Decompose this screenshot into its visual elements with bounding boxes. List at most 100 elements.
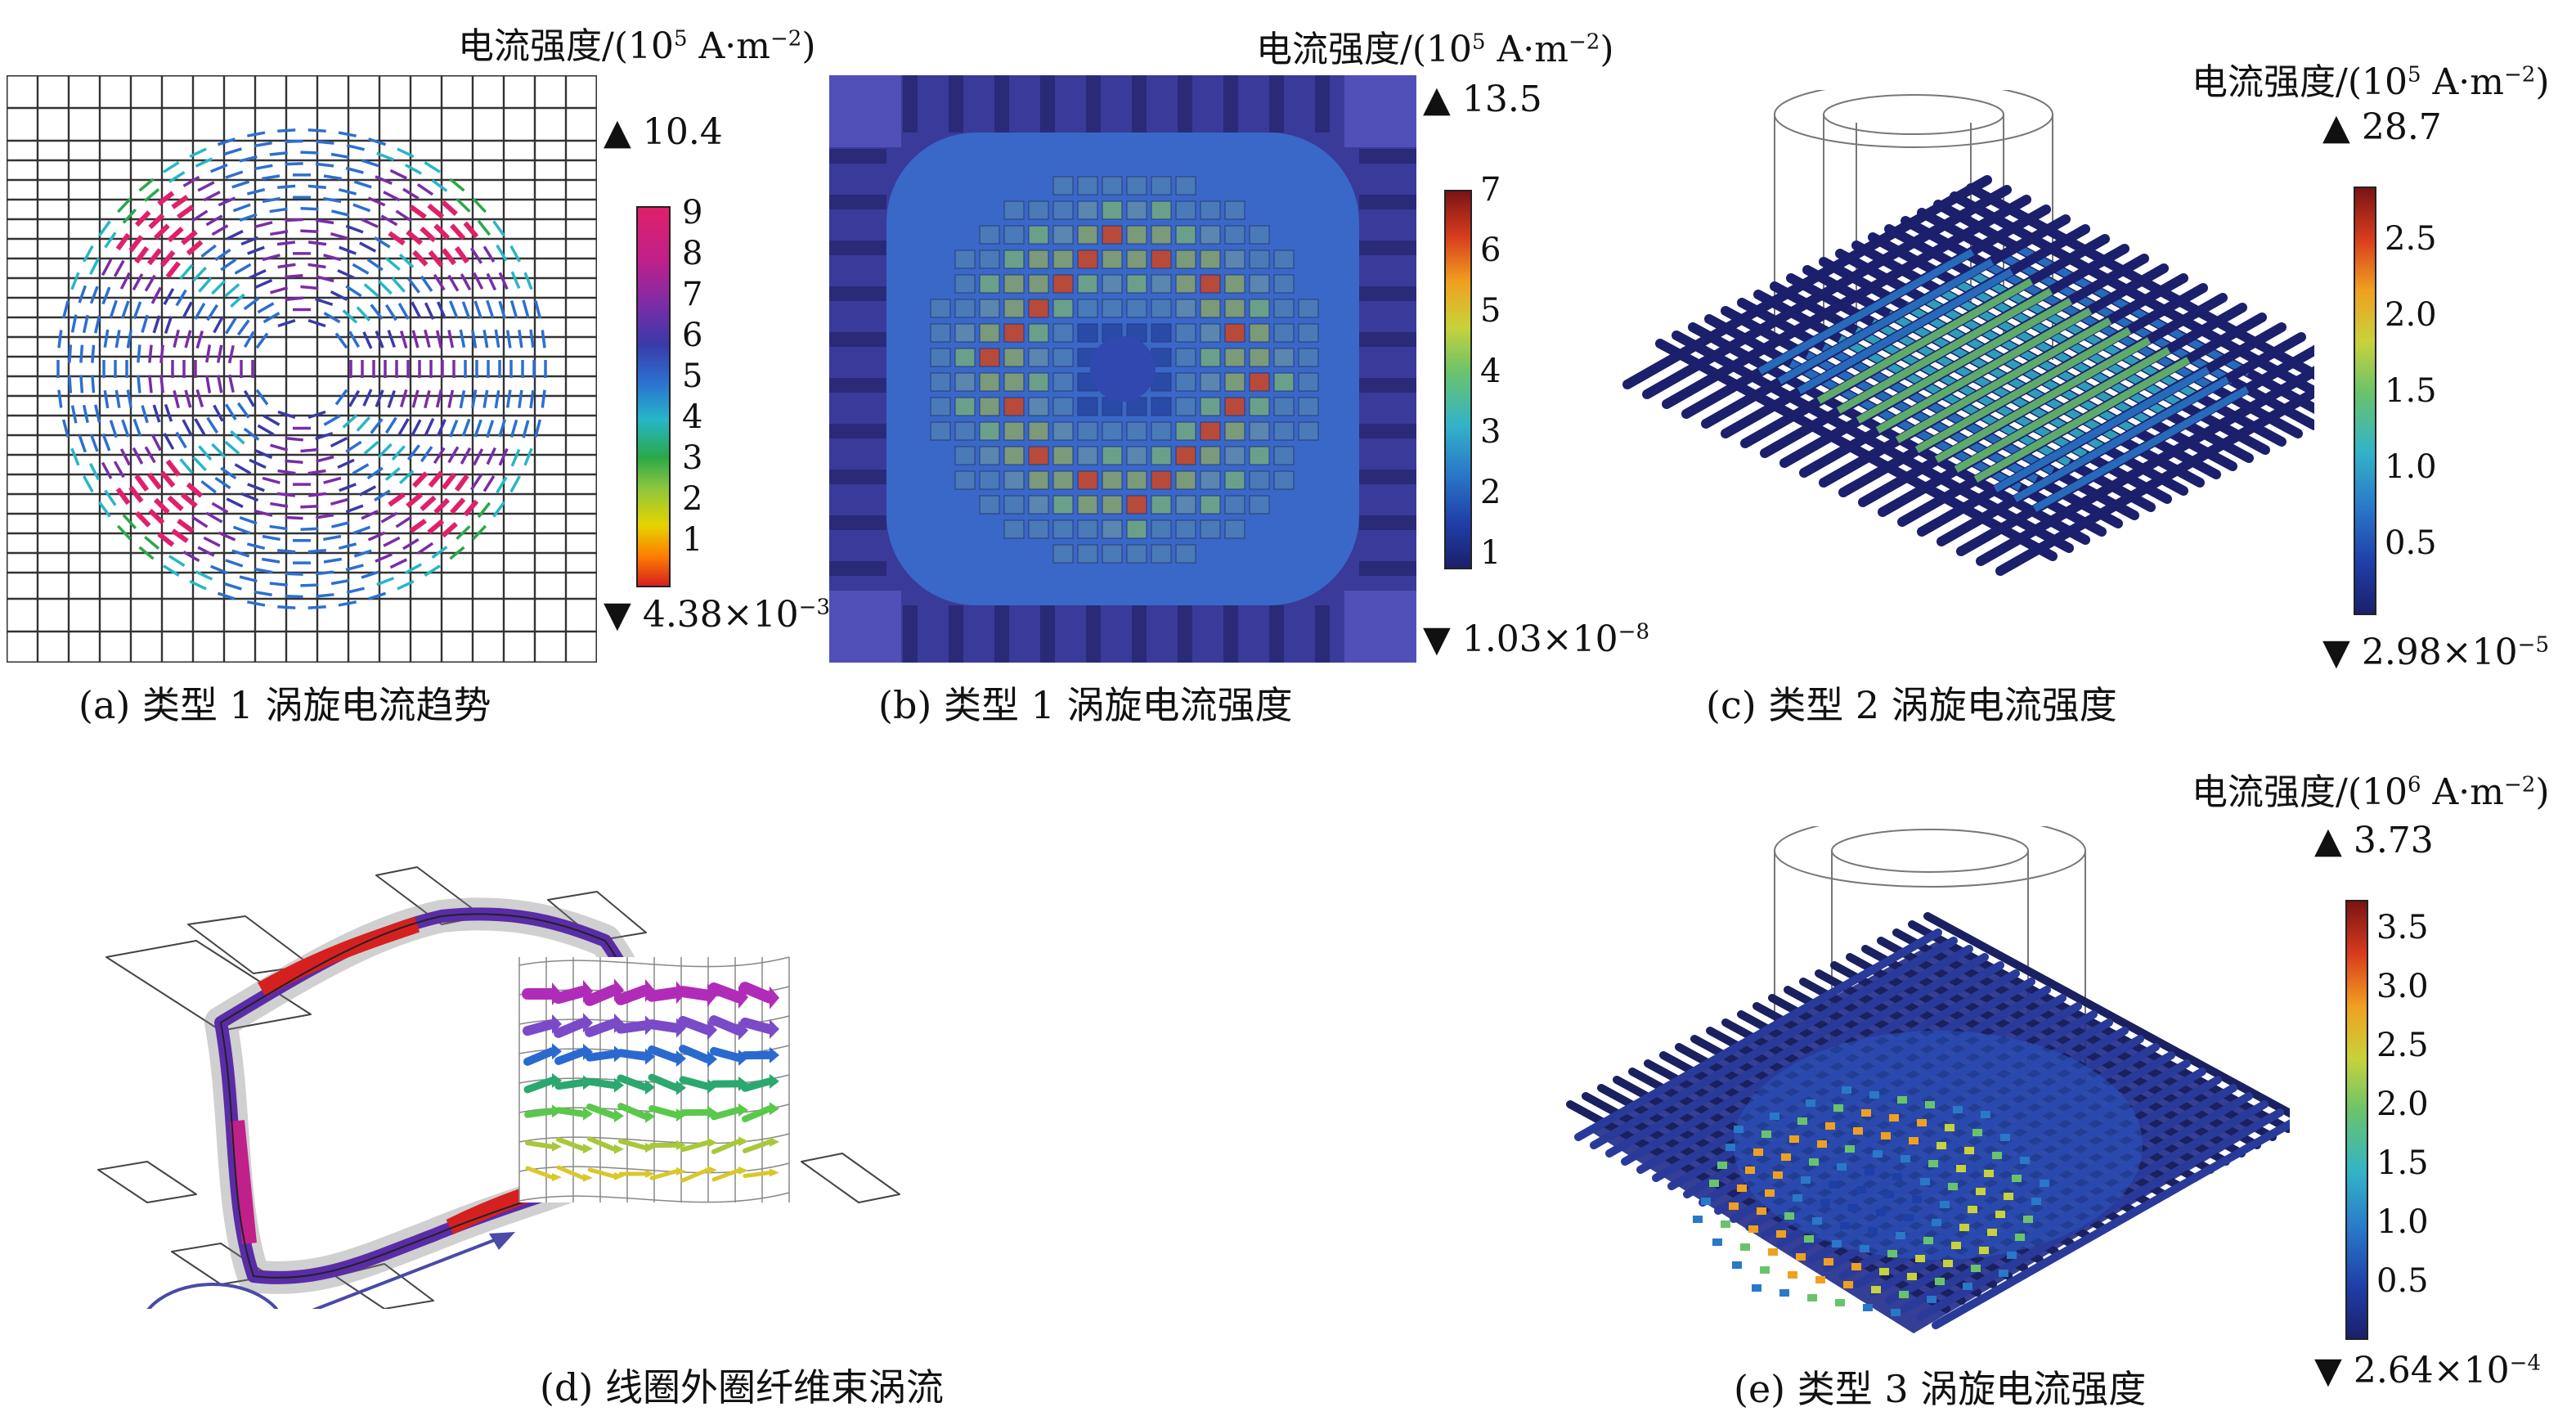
panel-a-current-arrow (132, 273, 144, 291)
panel-a-current-arrow (424, 302, 435, 320)
panel-b-frame-block (1359, 286, 1416, 301)
panel-b-cell (1077, 397, 1098, 416)
panel-e-hotspot (1796, 1253, 1806, 1261)
panel-a-current-arrow (61, 300, 70, 319)
panel-a-current-arrow (211, 224, 229, 236)
panel-a-current-arrow (211, 280, 227, 295)
panel-a-current-arrow (471, 389, 478, 408)
panel-b-frame-block (829, 561, 886, 576)
panel-d-inset-arrow (585, 1018, 619, 1037)
panel-b-cell (1224, 200, 1245, 220)
panel-b-cell (1249, 397, 1270, 416)
panel-a-current-arrow (411, 330, 420, 348)
panel-a-current-arrow (195, 157, 213, 168)
panel-c-fiber-highlight (1777, 258, 1995, 384)
panel-e-hotspot (1868, 1227, 1878, 1234)
panel-e-hotspot (1740, 1243, 1750, 1251)
panel-b-cell (1003, 397, 1025, 416)
panel-e-hotspot (1776, 1230, 1786, 1238)
panel-a-current-arrow (433, 447, 446, 465)
panel-c-ticks: 2.5 2.0 1.5 1.0 0.5 (2385, 223, 2450, 582)
panel-a-current-arrow (121, 300, 130, 319)
panel-a-current-arrow (370, 303, 384, 320)
panel-a-current-arrow (70, 405, 78, 424)
panel-a-current-arrow (232, 203, 251, 213)
panel-b-cell (1052, 495, 1074, 515)
panel-a-current-arrow (262, 557, 280, 564)
panel-c-fiber-highlight (2032, 386, 2250, 512)
panel-b-tick: 6 (1480, 232, 1501, 269)
panel-c-fiber-highlight (2013, 376, 2230, 502)
panel-d-inset-arrow-head (583, 1173, 593, 1182)
panel-a-current-arrow (362, 331, 373, 349)
panel-c-max-label: ▲ 28.7 (2322, 106, 2442, 148)
panel-b-cell (1273, 372, 1295, 392)
panel-e-hotspot (1842, 1086, 1851, 1094)
panel-a-current-arrow (456, 525, 471, 540)
panel-a-current-arrow (463, 499, 479, 517)
panel-a-current-arrow (387, 330, 396, 348)
panel-e-hotspot (1781, 1153, 1791, 1161)
panel-a-current-arrow (456, 198, 471, 213)
panel-d-inset-arrow (616, 1020, 650, 1034)
panel-b-max-label: ▲ 13.5 (1423, 79, 1542, 120)
panel-a-current-arrow (211, 443, 227, 458)
panel-d-inset-arrow-head (770, 1046, 779, 1063)
panel-b-cell (954, 299, 976, 318)
panel-b-cell (1028, 470, 1049, 490)
panel-b-cell (1151, 176, 1172, 196)
panel-a-current-arrow (224, 440, 240, 455)
panel-a-current-arrow (441, 248, 457, 266)
panel-b-cell (1052, 249, 1074, 269)
panel-a-current-arrow (148, 213, 165, 230)
panel-e-hotspot (1879, 1268, 1889, 1275)
panel-b-cell (1200, 495, 1221, 515)
panel-b-cell (1077, 299, 1098, 318)
panel-a-current-arrow (469, 474, 483, 491)
panel-e-hotspot (1793, 1194, 1802, 1202)
panel-a-current-arrow (361, 570, 379, 579)
panel-a-current-arrow (141, 405, 149, 424)
panel-e-hotspot (1936, 1142, 1946, 1149)
panel-a-current-arrow (435, 389, 443, 408)
panel-e-max-label: ▲ 3.73 (2314, 820, 2434, 861)
panel-c-min-label: ▼ 2.98×10−5 (2322, 632, 2549, 673)
panel-b-frame-block (1359, 240, 1416, 255)
panel-b-frame-block (1359, 424, 1416, 438)
panel-d-inset-arrow-head (552, 1173, 562, 1182)
panel-b-cell (1126, 225, 1147, 245)
panel-b-cell (1028, 519, 1049, 539)
panel-b-cell (979, 348, 1000, 367)
panel-d-inset-arrow (523, 1077, 556, 1094)
panel-d-inset-arrow (710, 1046, 743, 1063)
panel-a-current-arrow (459, 389, 466, 409)
panel-a-current-arrow (482, 330, 489, 348)
panel-a-current-arrow (254, 567, 273, 574)
panel-b-cell (1298, 397, 1319, 416)
panel-a-tick: 4 (682, 398, 703, 436)
panel-a-current-arrow (182, 175, 200, 187)
panel-b-frame-block (1132, 75, 1147, 133)
panel-a-current-arrow (461, 301, 471, 320)
panel-a-current-arrow (173, 329, 180, 348)
panel-e-hotspot (1923, 1237, 1933, 1244)
panel-a-current-arrow (165, 261, 181, 279)
panel-a-current-arrow (431, 546, 448, 560)
panel-a-current-arrow (216, 375, 223, 393)
panel-a-current-arrow (157, 191, 175, 206)
panel-b-frame-block (829, 515, 886, 530)
panel-a-current-arrow (368, 591, 387, 600)
panel-b-cell (1052, 544, 1074, 564)
panel-a-current-arrow (101, 461, 113, 479)
panel-a-current-arrow (224, 317, 237, 335)
panel-b-cell (1249, 372, 1270, 392)
panel-b-corner-square (1344, 75, 1416, 147)
panel-a-current-arrow (205, 214, 223, 227)
panel-a-current-arrow (254, 449, 273, 460)
panel-c-fiber-highlight (1934, 337, 2152, 463)
panel-b-cell (1028, 348, 1049, 367)
panel-d-inset-arrow-head (770, 986, 779, 1009)
panel-a-current-arrow (473, 448, 484, 466)
panel-a-current-arrow (243, 389, 255, 407)
panel-a-current-arrow (164, 316, 173, 335)
